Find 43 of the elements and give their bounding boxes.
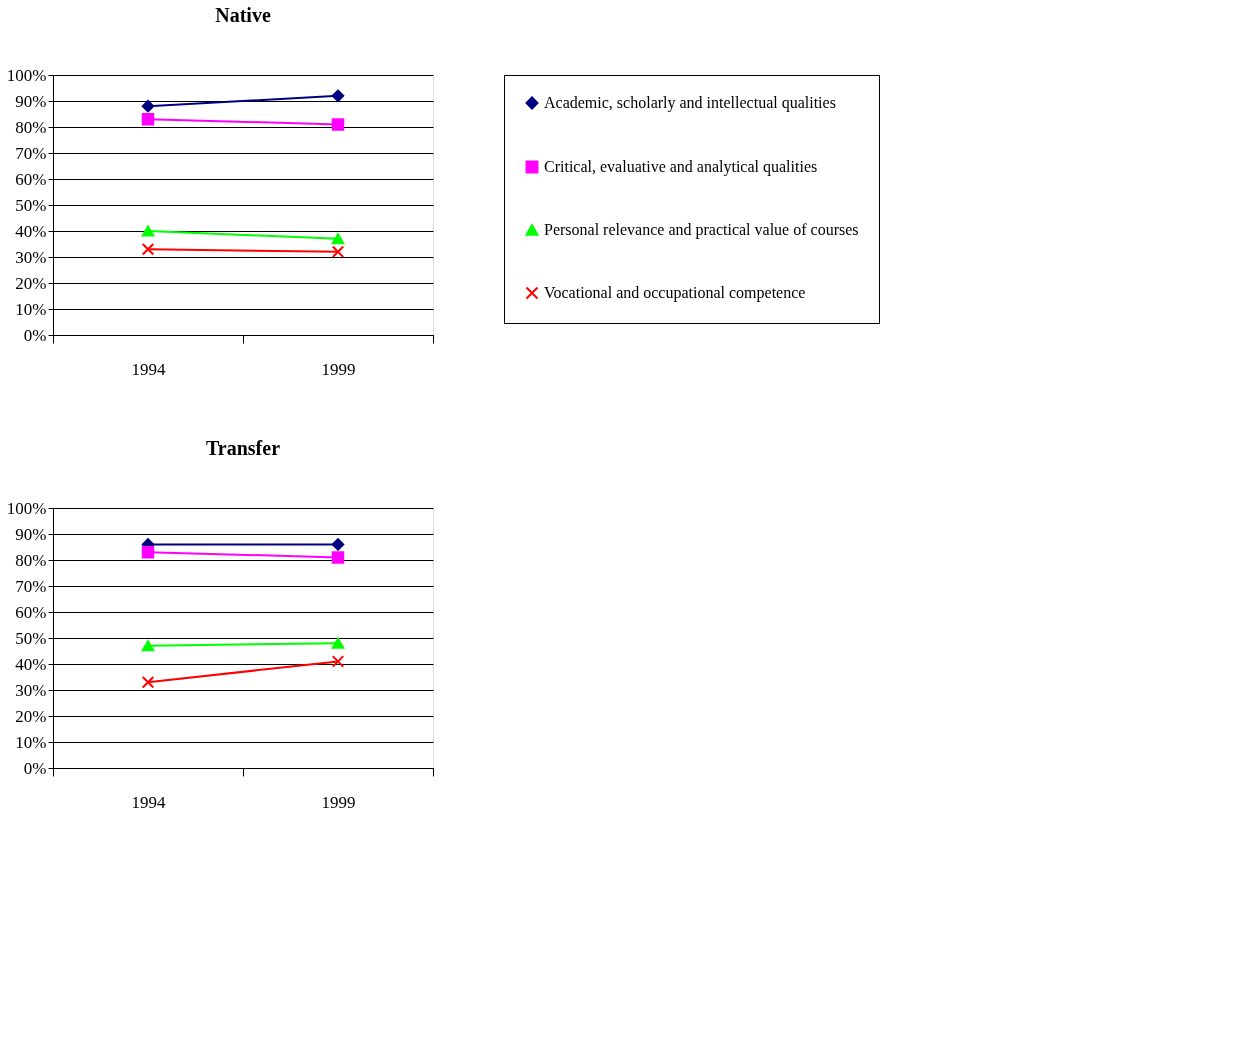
chart-title: Native xyxy=(215,4,271,26)
point xyxy=(331,538,345,551)
y-tick-label: 80% xyxy=(15,117,47,137)
point xyxy=(331,551,345,564)
y-tick-label: 90% xyxy=(15,91,47,111)
y-tick-label: 40% xyxy=(15,654,47,674)
point xyxy=(141,112,155,126)
legend-label: Personal relevance and practical value of courses xyxy=(544,221,859,239)
y-tick-label: 100% xyxy=(6,498,47,518)
y-tick-label: 50% xyxy=(15,628,47,648)
y-tick-label: 10% xyxy=(15,732,47,752)
y-tick-label: 0% xyxy=(23,758,47,778)
y-tick-label: 0% xyxy=(23,325,47,345)
y-tick-label: 50% xyxy=(15,195,47,215)
point xyxy=(141,675,155,689)
point xyxy=(331,118,345,131)
y-tick-label: 10% xyxy=(15,299,47,319)
y-tick-label: 60% xyxy=(15,602,47,622)
y-tick-label: 30% xyxy=(15,680,47,700)
y-tick-label: 80% xyxy=(15,550,47,570)
y-tick-label: 40% xyxy=(15,221,47,241)
legend-label: Vocational and occupational competence xyxy=(544,284,806,302)
point xyxy=(141,545,155,559)
legend-label: Critical, evaluative and analytical qualities xyxy=(544,158,818,176)
y-tick-label: 30% xyxy=(15,247,47,267)
y-tick-label: 100% xyxy=(6,65,47,85)
y-tick-label: 60% xyxy=(15,169,47,189)
point xyxy=(331,89,345,103)
chart-title: Transfer xyxy=(205,437,281,459)
legend-label: Academic, scholarly and intellectual qualities xyxy=(544,94,836,112)
point xyxy=(141,242,155,256)
y-tick-label: 70% xyxy=(15,576,47,596)
x-tick-label: 1994 xyxy=(131,792,166,812)
point xyxy=(331,655,345,668)
x-tick-label: 1999 xyxy=(321,359,356,379)
y-tick-label: 90% xyxy=(15,524,47,544)
y-tick-label: 70% xyxy=(15,143,47,163)
y-tick-label: 20% xyxy=(15,706,47,726)
x-tick-label: 1994 xyxy=(131,359,166,379)
point xyxy=(141,99,155,113)
point xyxy=(331,245,345,259)
y-tick-label: 20% xyxy=(15,273,47,293)
x-tick-label: 1999 xyxy=(321,792,356,812)
